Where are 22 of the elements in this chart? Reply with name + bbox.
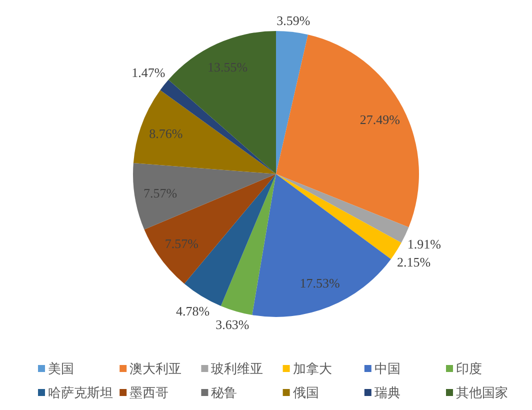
legend-label: 墨西哥 bbox=[130, 385, 169, 400]
legend-label: 美国 bbox=[48, 361, 74, 376]
legend-label: 其他国家 bbox=[456, 385, 508, 400]
legend-label: 瑞典 bbox=[374, 385, 400, 400]
data-label: 17.53% bbox=[300, 275, 340, 290]
legend-label: 秘鲁 bbox=[211, 385, 238, 400]
legend-label: 俄国 bbox=[292, 385, 319, 400]
data-label: 3.59% bbox=[276, 13, 310, 28]
legend-label: 中国 bbox=[374, 361, 400, 376]
data-label: 8.76% bbox=[149, 126, 183, 142]
legend-label: 印度 bbox=[456, 361, 482, 376]
data-label: 7.57% bbox=[164, 236, 199, 252]
legend-label: 哈萨克斯坦 bbox=[48, 385, 113, 400]
data-label: 1.91% bbox=[407, 236, 442, 252]
data-label: 2.15% bbox=[397, 254, 431, 270]
data-label: 1.47% bbox=[132, 64, 166, 80]
data-label: 27.49% bbox=[360, 112, 400, 128]
data-label: 4.78% bbox=[176, 303, 210, 318]
legend-label: 加拿大 bbox=[292, 361, 332, 376]
legend-label: 澳大利亚 bbox=[130, 361, 182, 376]
legend-label: 玻利维亚 bbox=[211, 361, 264, 376]
data-label: 3.63% bbox=[216, 317, 250, 332]
